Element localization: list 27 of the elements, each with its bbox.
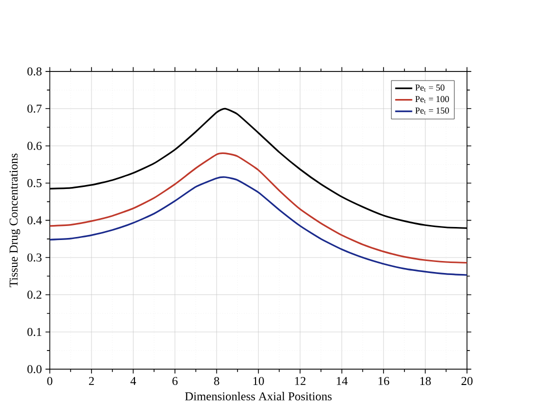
legend-label: Pe$_{t}$ = 50 <box>415 84 444 92</box>
y-tick-label: 0.6 <box>27 142 42 150</box>
y-tick-label: 0.0 <box>27 365 42 374</box>
x-axis-title: Dimensionless Axial Positions <box>185 392 332 400</box>
y-tick-label: 0.3 <box>27 254 42 262</box>
y-axis-title: Tissue Drug Concentrations <box>10 154 20 288</box>
x-tick-label: 2 <box>89 377 94 386</box>
x-tick-label: 6 <box>172 377 178 386</box>
line-series <box>50 176 467 276</box>
line-series <box>50 152 467 264</box>
x-tick-label: 4 <box>130 377 136 385</box>
y-tick-label: 0.4 <box>27 216 42 225</box>
x-tick-label: 14 <box>336 377 348 386</box>
y-tick-label: 0.7 <box>27 104 42 113</box>
x-tick-label: 20 <box>462 377 473 386</box>
x-tick-label: 0 <box>47 377 52 386</box>
x-tick-label: 18 <box>420 377 431 386</box>
y-tick-label: 0.2 <box>27 290 42 299</box>
x-tick-label: 10 <box>253 377 264 386</box>
x-tick-label: 16 <box>378 377 390 386</box>
legend-label: Pe$_{t}$ = 150 <box>415 108 449 115</box>
x-tick-label: 8 <box>214 377 220 386</box>
legend-label: Pe$_{t}$ = 100 <box>415 96 449 104</box>
y-tick-label: 0.5 <box>27 179 42 188</box>
y-tick-label: 0.1 <box>27 328 42 336</box>
y-tick-label: 0.8 <box>27 67 42 76</box>
x-tick-label: 12 <box>295 377 306 386</box>
